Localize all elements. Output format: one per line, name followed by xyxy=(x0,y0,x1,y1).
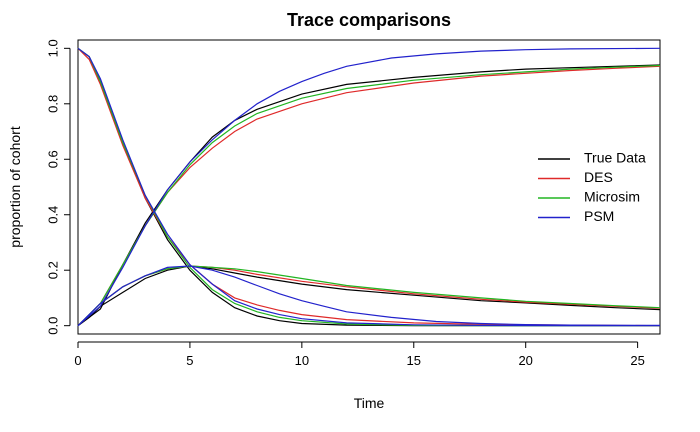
x-axis: 0 5 10 15 20 25 xyxy=(74,341,645,368)
series-line-2 xyxy=(77,64,661,327)
x-tick-label: 5 xyxy=(186,353,193,368)
y-tick-label: 0.0 xyxy=(45,317,60,335)
series-line-4 xyxy=(77,265,661,327)
series-line-10 xyxy=(77,265,661,327)
series-line-11 xyxy=(77,47,661,327)
y-axis: 0.0 0.2 0.4 0.6 0.8 1.0 xyxy=(45,39,71,335)
y-tick-label: 0.8 xyxy=(45,95,60,113)
y-tick-label: 0.2 xyxy=(45,261,60,279)
series-line-6 xyxy=(77,47,660,327)
series-line-8 xyxy=(77,64,661,327)
y-tick-label: 1.0 xyxy=(45,39,60,57)
plot-frame xyxy=(77,39,661,335)
series-line-9 xyxy=(77,47,660,327)
legend-label: PSM xyxy=(584,208,614,224)
series-line-1 xyxy=(77,265,661,327)
x-tick-label: 15 xyxy=(407,353,421,368)
legend-label: DES xyxy=(584,169,613,185)
y-tick-label: 0.6 xyxy=(45,150,60,168)
series-layer xyxy=(77,47,661,327)
x-tick-label: 25 xyxy=(630,353,644,368)
legend: True Data DES Microsim PSM xyxy=(538,150,646,224)
y-axis-label: proportion of cohort xyxy=(7,126,23,248)
series-line-7 xyxy=(77,265,661,327)
x-tick-label: 0 xyxy=(74,353,81,368)
x-tick-label: 10 xyxy=(295,353,309,368)
legend-label: Microsim xyxy=(584,189,640,205)
legend-label: True Data xyxy=(584,150,646,166)
x-axis-label: Time xyxy=(354,395,385,411)
y-tick-label: 0.4 xyxy=(45,206,60,224)
series-line-3 xyxy=(77,47,661,327)
chart-title: Trace comparisons xyxy=(287,10,451,30)
x-tick-label: 20 xyxy=(518,353,532,368)
